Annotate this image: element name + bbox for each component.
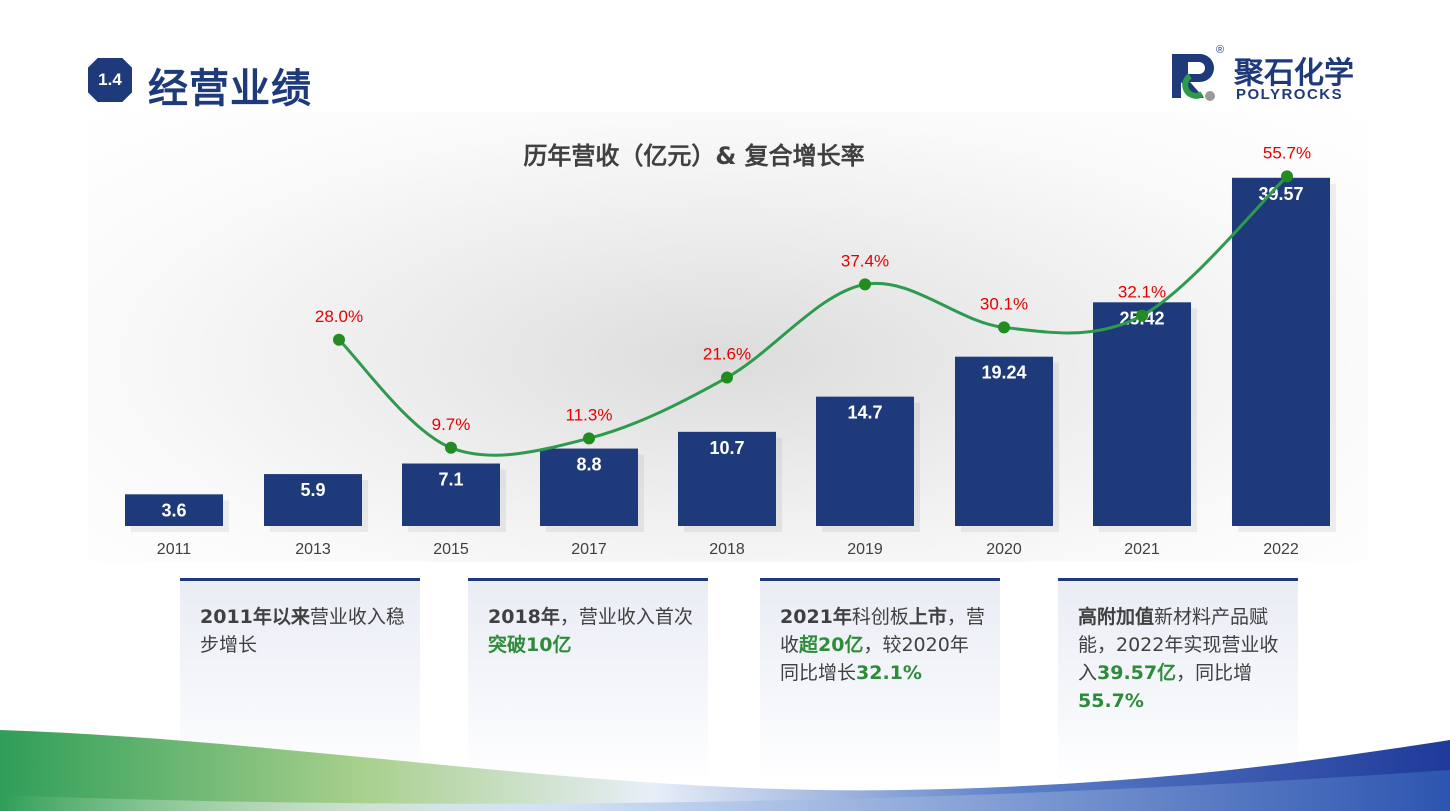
- logo-name-en: POLYROCKS: [1236, 86, 1344, 103]
- growth-rate-point: [1281, 170, 1293, 183]
- bar: [1232, 177, 1330, 526]
- growth-rate-label: 11.3%: [566, 405, 613, 424]
- bar: [1093, 302, 1191, 526]
- growth-rate-point: [583, 432, 595, 445]
- chart-title: 历年营收（亿元）& 复合增长率: [523, 142, 865, 170]
- card-text-part: 超20亿: [799, 634, 864, 656]
- card-text-part: 科创板: [851, 606, 909, 628]
- bar-value-label: 5.9: [300, 480, 325, 500]
- bar-value-label: 7.1: [438, 470, 463, 490]
- x-tick-label: 2015: [433, 541, 469, 558]
- growth-rate-point: [333, 333, 345, 346]
- bar-value-label: 3.6: [161, 500, 186, 520]
- card-text-part: 新材料产品赋能，2022年实现营业收入: [1078, 606, 1279, 684]
- card-text: 2018年，营业收入首次突破10亿: [488, 603, 694, 659]
- x-tick-label: 2021: [1124, 541, 1160, 558]
- growth-rate-label: 55.7%: [1263, 143, 1311, 162]
- growth-rate-point: [445, 441, 457, 454]
- card-text-part: 2021年: [780, 606, 852, 628]
- growth-rate-label: 32.1%: [1118, 283, 1166, 302]
- card-text: 高附加值新材料产品赋能，2022年实现营业收入39.57亿，同比增 55.7%: [1078, 603, 1284, 715]
- card-text-part: 高附加值: [1078, 606, 1155, 628]
- bar: [402, 463, 500, 526]
- logo-name-cn: 聚石化学: [1234, 56, 1354, 91]
- bar-value-label: 10.7: [709, 438, 744, 458]
- growth-rate-label: 21.6%: [703, 345, 751, 364]
- growth-rate-label: 30.1%: [980, 294, 1028, 313]
- growth-rate-point: [721, 371, 733, 384]
- section-number-badge: 1.4: [88, 58, 132, 102]
- card-text-part: ，较2020年同比增长: [780, 634, 969, 684]
- x-tick-label: 2022: [1263, 541, 1299, 558]
- x-tick-label: 2017: [571, 541, 607, 558]
- polyrocks-logo-icon: [1172, 54, 1215, 101]
- x-tick-label: 2019: [847, 541, 883, 558]
- growth-rate-label: 28.0%: [315, 307, 363, 326]
- card-text-part: ，营业收入首次: [559, 606, 693, 628]
- bar-value-label: 8.8: [576, 455, 601, 475]
- bar: [264, 474, 362, 526]
- growth-rate-point: [998, 321, 1010, 334]
- card-text-part: 55.7%: [1078, 690, 1144, 712]
- bar: [125, 494, 223, 526]
- card-text: 2021年科创板上市，营收超20亿，较2020年同比增长32.1%: [780, 603, 986, 687]
- growth-rate-label: 9.7%: [432, 415, 471, 434]
- highlight-card-2021: 2021年科创板上市，营收超20亿，较2020年同比增长32.1%: [760, 578, 1000, 783]
- card-text-part: 突破10亿: [488, 634, 572, 656]
- bar-value-label: 14.7: [847, 403, 882, 423]
- card-text: 2011年以来营业收入稳步增长: [200, 603, 406, 659]
- highlight-card-2018: 2018年，营业收入首次突破10亿: [468, 578, 708, 783]
- bar: [678, 431, 776, 526]
- bar-value-label: 19.24: [981, 363, 1026, 383]
- growth-rate-point: [1136, 309, 1148, 322]
- x-tick-label: 2011: [157, 541, 192, 558]
- company-logo: ® 聚石化学 POLYROCKS: [1170, 44, 1360, 104]
- card-text-part: 32.1%: [856, 662, 922, 684]
- card-text-part: ，营收: [780, 606, 985, 656]
- bar-value-label: 39.57: [1258, 184, 1303, 204]
- highlight-card-2022: 高附加值新材料产品赋能，2022年实现营业收入39.57亿，同比增 55.7%: [1058, 578, 1298, 783]
- bar: [816, 396, 914, 526]
- card-text-part: 2011年以来: [200, 606, 310, 628]
- page-title: 经营业绩: [148, 66, 312, 112]
- x-tick-label: 2018: [709, 541, 745, 558]
- x-tick-label: 2013: [295, 541, 331, 558]
- growth-rate-point: [859, 278, 871, 291]
- bar: [540, 448, 638, 526]
- decorative-wave: [0, 730, 1450, 811]
- card-text-part: 39.57亿: [1097, 662, 1177, 684]
- x-tick-label: 2020: [986, 541, 1022, 558]
- card-text-part: 上市: [908, 606, 947, 628]
- growth-rate-label: 37.4%: [841, 251, 889, 270]
- card-text-part: 营业收入稳步增长: [200, 606, 405, 656]
- registered-mark: ®: [1216, 44, 1225, 56]
- card-text-part: ，同比增: [1176, 662, 1253, 684]
- bar: [955, 356, 1053, 526]
- card-text-part: 2018年: [488, 606, 560, 628]
